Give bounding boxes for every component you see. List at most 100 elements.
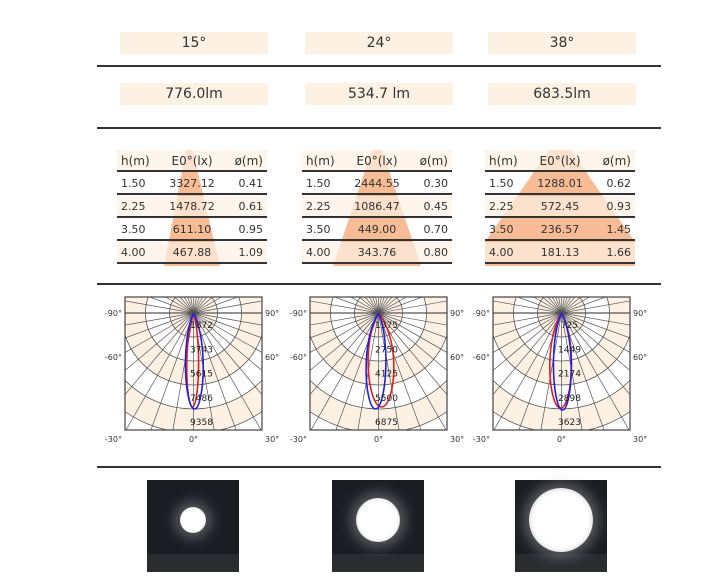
table-row: 2.25 1086.47 0.45 [302,196,452,218]
height-cell: 4.00 [121,246,146,259]
ring-value-label: 2174 [558,370,581,380]
height-cell: 2.25 [306,200,331,213]
ring-value-label: 2750 [375,345,398,355]
diameter-cell: ø(m) [602,154,631,168]
polar-light-distribution-chart: 725 1449 2174 2898 3623 -90° 90° -60° 60° -30° 0° 3… [473,296,647,444]
illuminance-cell: 3327.12 [169,177,215,190]
angle-label: 90° [633,309,647,318]
angle-label: 60° [265,353,279,362]
ring-value-label: 4125 [375,370,398,380]
angle-label: -60° [290,353,307,362]
angle-label: 30° [450,435,464,444]
angle-label: 0° [374,435,383,444]
illuminance-table: h(m) E0°(lx) ø(m) 1.50 2444.55 0.30 2.25… [302,150,452,268]
table-row: 4.00 467.88 1.09 [117,242,267,264]
diameter-cell: 0.45 [423,200,449,213]
divider [97,466,661,468]
height-cell: 3.50 [489,223,514,236]
illuminance-cell: 1086.47 [354,200,400,213]
intensity-curve [184,312,205,410]
angle-label: -60° [473,353,490,362]
table-header: h(m) E0°(lx) ø(m) [302,150,452,172]
height-cell: 1.50 [121,177,146,190]
angle-label: -90° [290,309,307,318]
table-row: 1.50 2444.55 0.30 [302,173,452,195]
angle-label: 90° [265,309,279,318]
beam-angle-label: 15° [120,32,268,54]
polar-light-distribution-chart: 1872 3743 5615 7486 9358 -90° 90° -60° 60° -30° 0°… [105,296,279,444]
height-cell: h(m) [306,154,335,168]
divider [97,127,661,129]
table-row: 1.50 3327.12 0.41 [117,173,267,195]
illuminance-cell: 1288.01 [537,177,583,190]
illuminance-table: h(m) E0°(lx) ø(m) 1.50 1288.01 0.62 2.25… [485,150,635,268]
polar-light-distribution-chart: 1375 2750 4125 5500 6875 -90° 90° -60° 60° -30° 0°… [290,296,464,444]
table-row: 2.25 572.45 0.93 [485,196,635,218]
ring-value-label: 725 [561,321,578,331]
diameter-cell: 0.61 [238,200,264,213]
angle-label: 90° [450,309,464,318]
diameter-cell: 0.30 [423,177,449,190]
angle-label: -90° [473,309,490,318]
beam-angle-label: 24° [305,32,453,54]
table-row: 3.50 449.00 0.70 [302,219,452,241]
diameter-cell: 0.93 [606,200,632,213]
beam-angle-label: 38° [488,32,636,54]
angle-label: 30° [265,435,279,444]
angle-label: -30° [473,435,490,444]
diameter-cell: 0.95 [238,223,264,236]
angle-label: -30° [105,435,122,444]
illuminance-cell: 1478.72 [169,200,215,213]
illuminance-cell: 611.10 [172,223,212,236]
table-row: 1.50 1288.01 0.62 [485,173,635,195]
illuminance-table: h(m) E0°(lx) ø(m) 1.50 3327.12 0.41 2.25… [117,150,267,268]
diameter-cell: 0.62 [606,177,632,190]
ring-value-label: 5500 [375,394,398,404]
divider [97,65,661,67]
illuminance-cell: 449.00 [357,223,397,236]
divider [97,283,661,285]
illuminance-cell: E0°(lx) [356,154,398,168]
diameter-cell: 1.09 [238,246,264,259]
illuminance-cell: E0°(lx) [539,154,581,168]
table-row: 2.25 1478.72 0.61 [117,196,267,218]
luminous-flux-label: 683.5lm [488,83,636,105]
intensity-curve [365,312,387,410]
ring-value-label: 7486 [190,394,213,404]
height-cell: h(m) [121,154,150,168]
angle-label: 30° [633,435,647,444]
ring-value-label: 1449 [558,345,581,355]
diameter-cell: ø(m) [419,154,448,168]
angle-label: 60° [450,353,464,362]
diameter-cell: 0.41 [238,177,264,190]
intensity-curve [552,312,573,411]
table-header: h(m) E0°(lx) ø(m) [485,150,635,172]
height-cell: 1.50 [489,177,514,190]
illuminance-cell: 343.76 [357,246,397,259]
height-cell: 3.50 [306,223,331,236]
beam-spot-image [332,480,424,572]
table-row: 3.50 611.10 0.95 [117,219,267,241]
angle-label: 0° [189,435,198,444]
diameter-cell: 0.70 [423,223,449,236]
diameter-cell: 1.45 [606,223,632,236]
angle-label: 0° [557,435,566,444]
luminous-flux-label: 776.0lm [120,83,268,105]
ring-value-label: 9358 [190,418,213,428]
ring-value-label: 5615 [190,370,213,380]
ring-value-label: 3743 [190,345,213,355]
height-cell: h(m) [489,154,518,168]
diameter-cell: ø(m) [234,154,263,168]
height-cell: 4.00 [306,246,331,259]
height-cell: 2.25 [121,200,146,213]
angle-label: 60° [633,353,647,362]
intensity-curve [367,312,395,408]
ring-value-label: 2898 [558,394,581,404]
table-row: 4.00 343.76 0.80 [302,242,452,264]
illuminance-cell: 2444.55 [354,177,400,190]
angle-label: -90° [105,309,122,318]
diameter-cell: 0.80 [423,246,449,259]
table-header: h(m) E0°(lx) ø(m) [117,150,267,172]
angle-label: -60° [105,353,122,362]
height-cell: 2.25 [489,200,514,213]
